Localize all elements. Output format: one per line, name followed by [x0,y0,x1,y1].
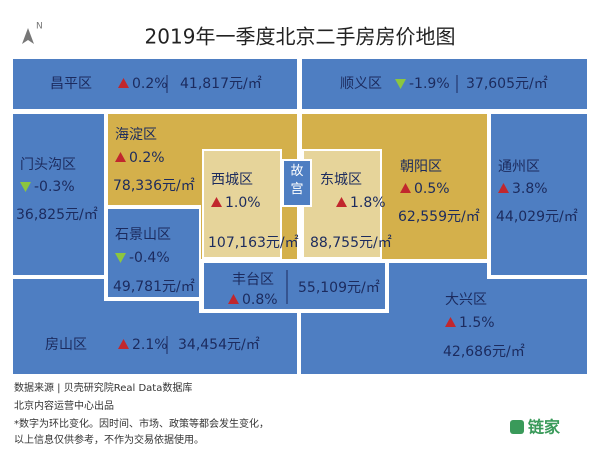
region [299,261,589,376]
district-change: 3.8% [512,181,548,197]
trend-icon [118,78,129,88]
trend-icon [400,183,411,193]
district-name: 昌平区 [50,76,92,92]
trend-icon [445,317,456,327]
logo-icon [510,420,524,434]
north-label: N [36,22,43,32]
trend-icon [118,339,129,349]
trend-icon [498,183,509,193]
district-price: 36,825元/㎡ [16,207,98,223]
trend-icon [115,152,126,162]
district-name: 东城区 [320,172,362,188]
district-price: 55,109元/㎡ [298,280,380,296]
region [302,149,382,259]
logo: 链家 [528,418,561,437]
footer-line: *数字为环比变化。因时间、市场、政策等都会发生变化， [14,417,269,430]
region [300,57,589,111]
district-name: 房山区 [45,337,87,353]
district-price: 78,336元/㎡ [113,178,195,194]
district-price: 88,755元/㎡ [310,235,392,251]
district-price: 42,686元/㎡ [443,344,525,360]
region [489,112,589,277]
district-name: 丰台区 [232,272,274,288]
district-price: 62,559元/㎡ [398,209,480,225]
district-change: -0.3% [34,179,75,195]
district-change: 0.5% [414,181,450,197]
trend-icon [115,253,126,263]
north-arrow [22,28,34,44]
region [11,277,299,376]
regions [11,57,589,376]
district-price: 49,781元/㎡ [113,279,195,295]
district-name: 石景山区 [115,227,171,243]
district-change: 2.1% [132,337,168,353]
district-change: 0.8% [242,292,278,308]
trend-icon [211,197,222,207]
district-name: 朝阳区 [400,159,442,175]
trend-icon [20,182,31,192]
district-change: 1.8% [350,195,386,211]
region [11,112,106,277]
district-name: 顺义区 [340,76,382,92]
district-price: 34,454元/㎡ [178,337,260,353]
district-price: 107,163元/㎡ [208,235,299,251]
district-change: 1.0% [225,195,261,211]
title: 2019年一季度北京二手房房价地图 [145,25,456,49]
footer-line: 数据来源 | 贝壳研究院Real Data数据库 [14,381,192,394]
district-price: 44,029元/㎡ [496,209,578,225]
landmark: 故宫 [290,164,303,197]
district-change: 0.2% [129,150,165,166]
district-price: 41,817元/㎡ [180,76,262,92]
district-name: 西城区 [211,172,253,188]
district-name: 通州区 [498,159,540,175]
district-name: 门头沟区 [20,157,76,173]
district-change: -1.9% [409,76,450,92]
district-name: 海淀区 [115,127,157,143]
district-change: 0.2% [132,76,168,92]
district-name: 大兴区 [445,292,487,308]
trend-icon [228,294,239,304]
district-change: -0.4% [129,250,170,266]
footer-line: 北京内容运营中心出品 [14,399,114,412]
footer-line: 以上信息仅供参考，不作为交易依据使用。 [14,433,204,446]
trend-icon [336,197,347,207]
trend-icon [395,79,406,89]
district-price: 37,605元/㎡ [466,76,548,92]
landmark-box [282,159,312,207]
district-change: 1.5% [459,315,495,331]
region [11,57,299,111]
